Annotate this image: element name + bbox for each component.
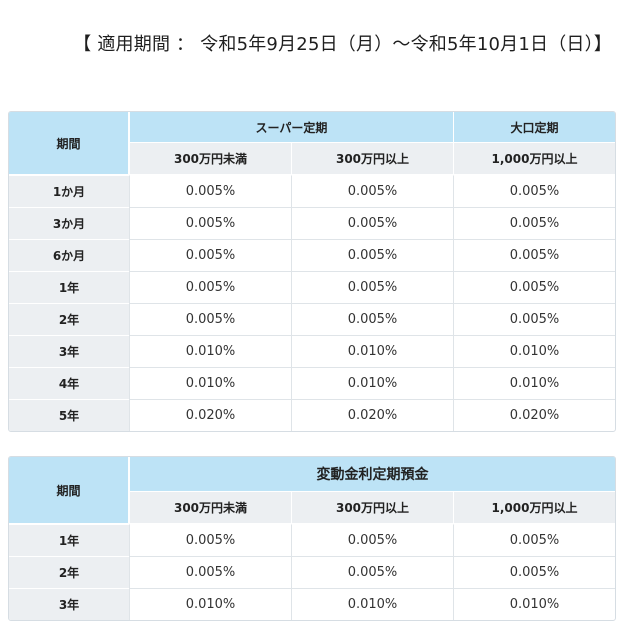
rate-cell: 0.020% xyxy=(129,399,291,431)
sub-header-over-10m: 1,000万円以上 xyxy=(453,143,615,175)
super-teiki-header: スーパー定期 xyxy=(129,112,453,143)
period-header: 期間 xyxy=(9,112,129,175)
rate-cell: 0.005% xyxy=(453,239,615,271)
sub-header-over-10m: 1,000万円以上 xyxy=(453,492,615,524)
rate-cell: 0.020% xyxy=(453,399,615,431)
period-header: 期間 xyxy=(9,457,129,524)
rate-cell: 0.010% xyxy=(129,588,291,620)
rate-cell: 0.005% xyxy=(453,271,615,303)
table-row: 1年 0.005% 0.005% 0.005% xyxy=(9,271,615,303)
rate-cell: 0.005% xyxy=(291,239,453,271)
sub-header-under-3m: 300万円未満 xyxy=(129,143,291,175)
row-label: 5年 xyxy=(9,399,129,431)
rate-cell: 0.005% xyxy=(291,207,453,239)
row-label: 2年 xyxy=(9,303,129,335)
row-label: 3か月 xyxy=(9,207,129,239)
table-row: 4年 0.010% 0.010% 0.010% xyxy=(9,367,615,399)
floating-rate-teiki-header: 変動金利定期預金 xyxy=(129,457,615,492)
rate-cell: 0.005% xyxy=(291,556,453,588)
rate-cell: 0.005% xyxy=(129,239,291,271)
table-row: 3年 0.010% 0.010% 0.010% xyxy=(9,588,615,620)
rate-cell: 0.005% xyxy=(291,303,453,335)
table-row: 2年 0.005% 0.005% 0.005% xyxy=(9,556,615,588)
rate-cell: 0.005% xyxy=(453,175,615,207)
sub-header-under-3m: 300万円未満 xyxy=(129,492,291,524)
row-label: 1年 xyxy=(9,524,129,556)
row-label: 1か月 xyxy=(9,175,129,207)
table-row: 2年 0.005% 0.005% 0.005% xyxy=(9,303,615,335)
rate-cell: 0.010% xyxy=(453,367,615,399)
rate-cell: 0.005% xyxy=(453,207,615,239)
row-label: 3年 xyxy=(9,588,129,620)
ooguchi-teiki-header: 大口定期 xyxy=(453,112,615,143)
super-teiki-rate-table: 期間 スーパー定期 大口定期 300万円未満 300万円以上 1,000万円以上… xyxy=(8,111,616,432)
rate-cell: 0.020% xyxy=(291,399,453,431)
rate-cell: 0.010% xyxy=(453,588,615,620)
rate-cell: 0.010% xyxy=(453,335,615,367)
table-row: 6か月 0.005% 0.005% 0.005% xyxy=(9,239,615,271)
table-row: 3年 0.010% 0.010% 0.010% xyxy=(9,335,615,367)
table-row: 1か月 0.005% 0.005% 0.005% xyxy=(9,175,615,207)
rate-cell: 0.005% xyxy=(129,303,291,335)
rate-cell: 0.005% xyxy=(291,524,453,556)
row-label: 1年 xyxy=(9,271,129,303)
rate-cell: 0.010% xyxy=(129,335,291,367)
rate-cell: 0.005% xyxy=(453,524,615,556)
row-label: 2年 xyxy=(9,556,129,588)
rate-cell: 0.005% xyxy=(291,175,453,207)
row-label: 4年 xyxy=(9,367,129,399)
rate-cell: 0.010% xyxy=(129,367,291,399)
rate-cell: 0.005% xyxy=(129,524,291,556)
rate-cell: 0.005% xyxy=(129,271,291,303)
table-row: 1年 0.005% 0.005% 0.005% xyxy=(9,524,615,556)
rate-cell: 0.005% xyxy=(291,271,453,303)
row-label: 6か月 xyxy=(9,239,129,271)
sub-header-over-3m: 300万円以上 xyxy=(291,143,453,175)
rate-cell: 0.005% xyxy=(453,303,615,335)
floating-rate-teiki-table: 期間 変動金利定期預金 300万円未満 300万円以上 1,000万円以上 1年… xyxy=(8,456,616,621)
rate-cell: 0.005% xyxy=(129,175,291,207)
rate-cell: 0.005% xyxy=(129,207,291,239)
applicable-period: 【 適用期間 ： 令和5年9月25日（月）〜令和5年10月1日（日）】 xyxy=(73,34,612,55)
table-row: 3か月 0.005% 0.005% 0.005% xyxy=(9,207,615,239)
rate-cell: 0.010% xyxy=(291,367,453,399)
rate-cell: 0.005% xyxy=(453,556,615,588)
row-label: 3年 xyxy=(9,335,129,367)
rate-cell: 0.005% xyxy=(129,556,291,588)
sub-header-over-3m: 300万円以上 xyxy=(291,492,453,524)
rate-cell: 0.010% xyxy=(291,335,453,367)
rate-cell: 0.010% xyxy=(291,588,453,620)
table-row: 5年 0.020% 0.020% 0.020% xyxy=(9,399,615,431)
